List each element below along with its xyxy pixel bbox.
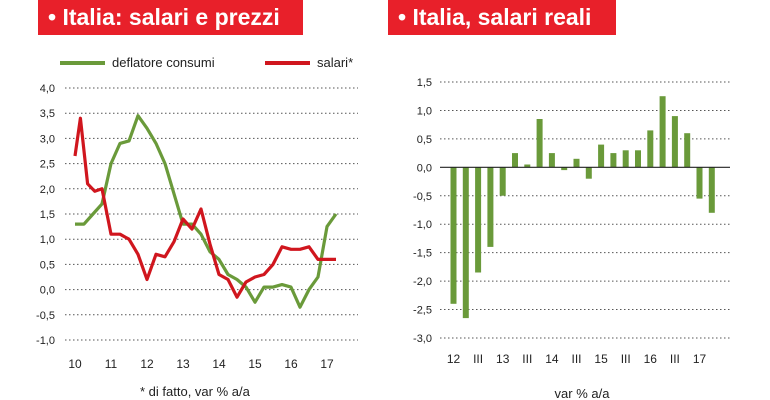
right-x-tick-label: III <box>621 352 631 366</box>
bar <box>598 144 605 168</box>
left-x-tick-label: 12 <box>140 357 154 371</box>
left-y-tick-label: 3,0 <box>40 133 55 145</box>
bar <box>635 150 641 168</box>
bar <box>536 119 543 168</box>
salari-line <box>73 116 336 299</box>
right-x-tick-label: 16 <box>644 352 658 366</box>
bar <box>475 167 482 273</box>
right-x-tick-label: 12 <box>447 352 461 366</box>
right-x-tick-label: 17 <box>693 352 707 366</box>
left-y-tick-label: 0,0 <box>40 285 55 297</box>
left-x-tick-label: 15 <box>248 357 262 371</box>
left-y-tick-label: 4,0 <box>40 83 55 95</box>
bar <box>499 167 506 196</box>
left-x-tick-label: 17 <box>320 357 334 371</box>
bar <box>708 167 715 213</box>
bar <box>684 133 691 168</box>
right-x-tick-label: 14 <box>545 352 559 366</box>
left-y-tick-label: 2,0 <box>40 184 55 196</box>
right-y-tick-label: -2,5 <box>413 305 432 317</box>
left-y-tick-label: 0,5 <box>40 259 55 271</box>
left-y-tick-label: -1,0 <box>36 335 55 347</box>
right-x-tick-label: III <box>473 352 483 366</box>
left-y-tick-label: 2,5 <box>40 159 55 171</box>
right-x-tick-label: III <box>571 352 581 366</box>
bar <box>610 153 617 168</box>
right-x-tick-label: III <box>670 352 680 366</box>
bar <box>671 116 678 168</box>
bar <box>585 167 592 179</box>
deflatore-consumi-line <box>75 114 338 309</box>
left-footnote: * di fatto, var % a/a <box>140 384 251 399</box>
left-y-tick-label: 3,5 <box>40 108 55 120</box>
right-y-tick-label: 0,0 <box>417 162 432 174</box>
left-y-tick-label: -0,5 <box>36 310 55 322</box>
bar <box>450 167 457 304</box>
left-chart-title: • Italia: salari e prezzi <box>38 0 303 35</box>
right-y-tick-label: 0,5 <box>417 134 432 146</box>
left-x-tick-label: 14 <box>212 357 226 371</box>
right-x-tick-label: 13 <box>496 352 510 366</box>
right-y-tick-label: 1,5 <box>417 77 432 89</box>
legend-label: deflatore consumi <box>112 55 215 70</box>
left-y-tick-label: 1,5 <box>40 209 55 221</box>
bar <box>524 164 531 168</box>
bar <box>659 96 666 168</box>
right-y-tick-label: -1,5 <box>413 248 432 260</box>
bar <box>487 167 494 247</box>
right-chart-title: • Italia, salari reali <box>388 0 616 35</box>
bar <box>696 167 703 199</box>
bar <box>462 167 469 319</box>
left-x-tick-label: 11 <box>105 357 118 371</box>
right-bar-chart: 1,5 1,0 0,5 0,0 -0,5 -1,0 -1,5 -2,0 -2,5 -3,0 12 II… <box>413 77 730 400</box>
right-y-tick-label: -2,0 <box>413 276 432 288</box>
right-y-tick-label: -0,5 <box>413 191 432 203</box>
bar <box>561 167 568 171</box>
left-y-tick-label: 1,0 <box>40 234 55 246</box>
right-y-tick-label: -3,0 <box>413 333 432 345</box>
right-x-tick-label: 15 <box>594 352 608 366</box>
right-x-tick-label: III <box>522 352 532 366</box>
bar <box>573 158 580 168</box>
bar <box>622 150 629 168</box>
bar <box>647 130 654 168</box>
bar <box>512 153 518 168</box>
left-x-tick-label: 13 <box>176 357 190 371</box>
right-y-tick-label: -1,0 <box>413 219 432 231</box>
legend-label: salari* <box>317 55 353 70</box>
right-x-axis-label: var % a/a <box>555 386 611 400</box>
right-y-tick-label: 1,0 <box>417 105 432 117</box>
left-x-tick-label: 10 <box>68 357 82 371</box>
left-line-chart: 4,0 3,5 3,0 2,5 2,0 1,5 1,0 0,5 0,0 -0,5 -1,0 10 11 1… <box>36 55 358 399</box>
left-x-tick-label: 16 <box>284 357 298 371</box>
bar <box>548 153 555 168</box>
